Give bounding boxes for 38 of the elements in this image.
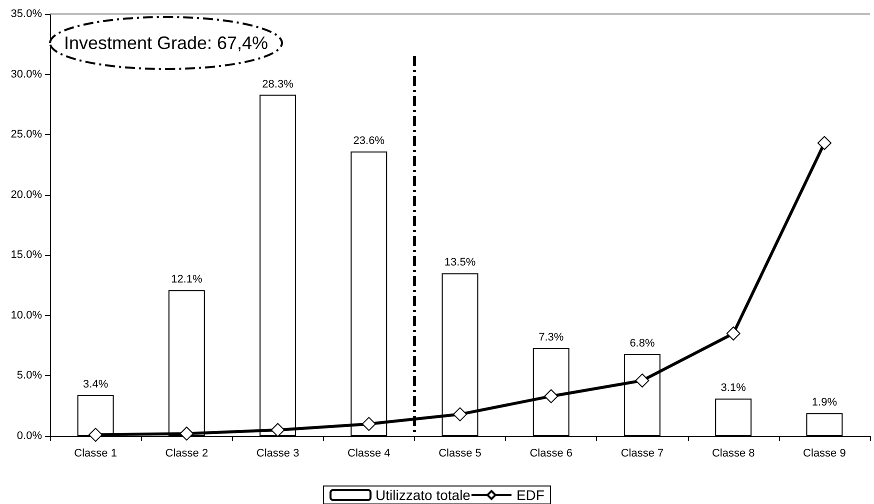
x-tick-label: Classe 3	[256, 448, 300, 460]
y-tick-label: 20.0%	[10, 188, 42, 201]
y-tick-label: 35.0%	[10, 8, 42, 20]
annotation: Investment Grade: 67,4%	[64, 33, 268, 53]
point	[635, 374, 650, 388]
data-label: 28.3%	[262, 78, 294, 90]
data-label: 1.9%	[812, 396, 838, 409]
y-tick-label: 10.0%	[10, 309, 42, 322]
legend-label: EDF	[516, 487, 544, 503]
data-label: 3.1%	[720, 382, 746, 394]
x-tick-label: Classe 1	[74, 448, 117, 460]
x-tick-label: Classe 2	[165, 448, 208, 460]
point	[88, 428, 103, 442]
y-tick-label: 25.0%	[10, 128, 42, 141]
data-label: 12.1%	[171, 274, 202, 286]
y-tick-label: 15.0%	[10, 249, 42, 262]
y-tick-label: 5.0%	[16, 370, 42, 382]
x-tick-label: Classe 8	[712, 448, 755, 460]
data-label: 13.5%	[444, 256, 476, 269]
point	[180, 426, 194, 441]
legend-label: Utilizzato totale	[376, 487, 471, 503]
point	[270, 422, 285, 437]
y-tick-label: 0.0%	[16, 430, 42, 442]
data-label: 23.6%	[353, 134, 385, 147]
x-tick-label: Classe 6	[530, 448, 573, 460]
data-label: 3.4%	[83, 378, 108, 391]
point	[726, 326, 740, 341]
y-tick-label: 30.0%	[10, 68, 42, 80]
data-label: 6.8%	[630, 338, 655, 350]
x-tick-label: Classe 4	[347, 448, 390, 460]
point	[453, 407, 467, 422]
point	[544, 389, 558, 404]
data-label: 7.3%	[538, 331, 564, 344]
point	[817, 136, 832, 150]
x-tick-label: Classe 5	[438, 448, 482, 460]
x-tick-label: Classe 7	[620, 448, 664, 460]
point	[362, 416, 376, 431]
x-tick-label: Classe 9	[803, 448, 846, 460]
